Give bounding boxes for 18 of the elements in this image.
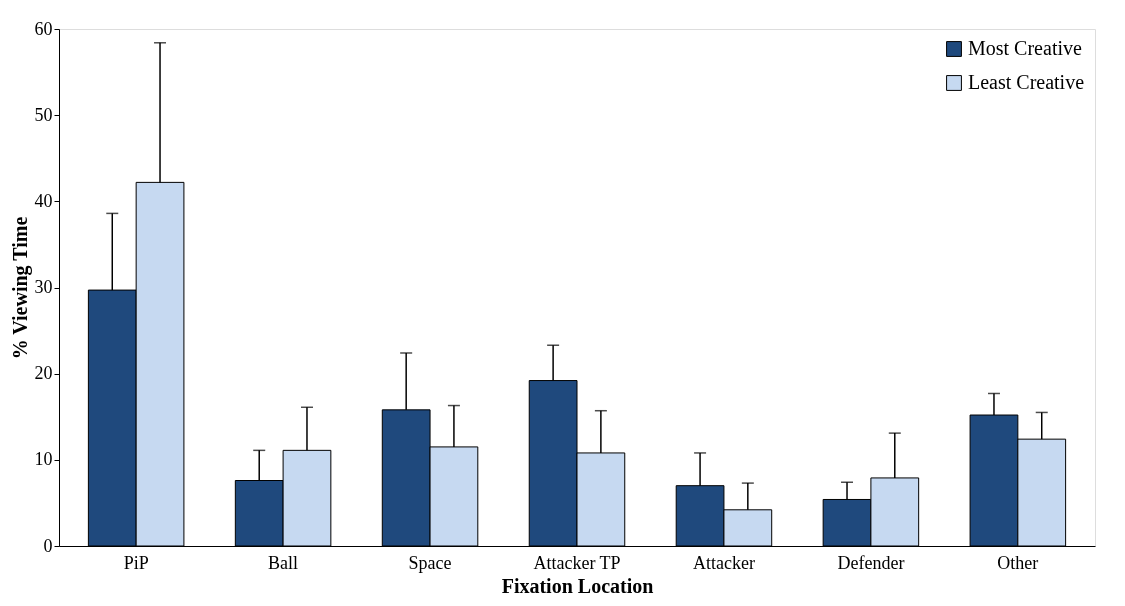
y-tick-label: 10	[34, 449, 53, 470]
legend-label: Least Creative	[968, 71, 1085, 93]
x-axis-title: Fixation Location	[501, 574, 654, 597]
y-axis-title: % Viewing Time	[8, 216, 32, 360]
x-tick-label: Defender	[837, 552, 905, 573]
x-tick-label: Ball	[268, 552, 299, 573]
y-tick-label: 20	[34, 363, 53, 384]
legend-label: Most Creative	[968, 37, 1082, 59]
x-tick-label: Attacker	[692, 552, 755, 573]
y-tick-label: 40	[34, 190, 53, 211]
y-tick-label: 30	[34, 277, 53, 297]
x-tick-label: Space	[408, 552, 452, 573]
y-tick-label: 50	[34, 104, 53, 125]
y-tick-label: 0	[43, 535, 53, 556]
x-tick-label: PiP	[123, 552, 149, 573]
x-tick-label: Other	[997, 552, 1039, 573]
y-tick-label: 60	[34, 18, 53, 39]
x-tick-label: Attacker TP	[533, 552, 621, 573]
